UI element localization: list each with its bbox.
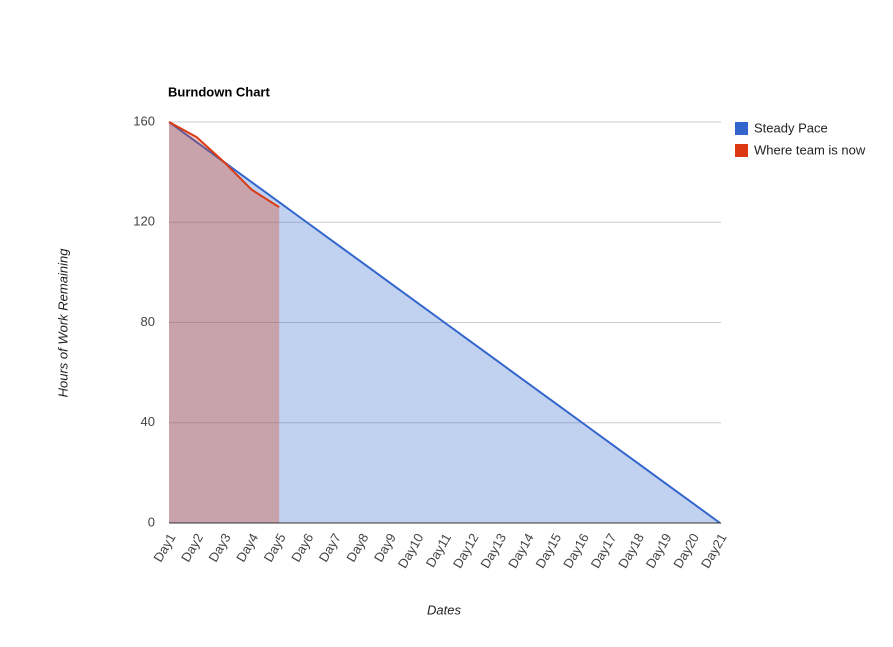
x-tick-label: Day13	[477, 531, 509, 571]
x-tick-label: Day16	[560, 531, 592, 571]
x-tick-label: Day9	[371, 531, 399, 565]
y-tick-label: 0	[148, 514, 155, 529]
x-tick-label: Day2	[178, 531, 206, 565]
x-tick-label: Day12	[450, 531, 482, 571]
x-tick-label: Day21	[698, 531, 730, 571]
legend-swatch	[735, 122, 748, 135]
legend-swatch	[735, 144, 748, 157]
legend-label: Where team is now	[754, 142, 866, 157]
y-tick-label: 80	[141, 314, 155, 329]
y-axis-title: Hours of Work Remaining	[55, 248, 70, 398]
x-tick-label: Day19	[643, 531, 675, 571]
x-axis-title: Dates	[427, 602, 461, 617]
x-tick-label: Day3	[206, 531, 234, 565]
x-tick-label: Day7	[316, 531, 344, 565]
area-line	[168, 121, 280, 209]
y-tick-label: 120	[133, 214, 155, 229]
legend-label: Steady Pace	[754, 120, 828, 135]
x-tick-label: Day17	[588, 531, 620, 571]
x-tick-label: Day6	[288, 531, 316, 565]
x-tick-label: Day5	[261, 531, 289, 565]
x-tick-label: Day8	[343, 531, 371, 565]
x-tick-label: Day20	[670, 531, 702, 571]
chart-title: Burndown Chart	[168, 84, 270, 99]
x-tick-label: Day1	[150, 531, 178, 565]
area-fill	[169, 122, 280, 523]
x-tick-label: Day18	[615, 531, 647, 571]
x-tick-label: Day10	[395, 531, 427, 571]
x-tick-label: Day15	[532, 531, 564, 571]
area-line	[168, 121, 721, 524]
x-tick-label: Day14	[505, 531, 537, 571]
y-tick-label: 40	[141, 414, 155, 429]
y-tick-label: 160	[133, 113, 155, 128]
x-tick-label: Day4	[233, 531, 261, 565]
